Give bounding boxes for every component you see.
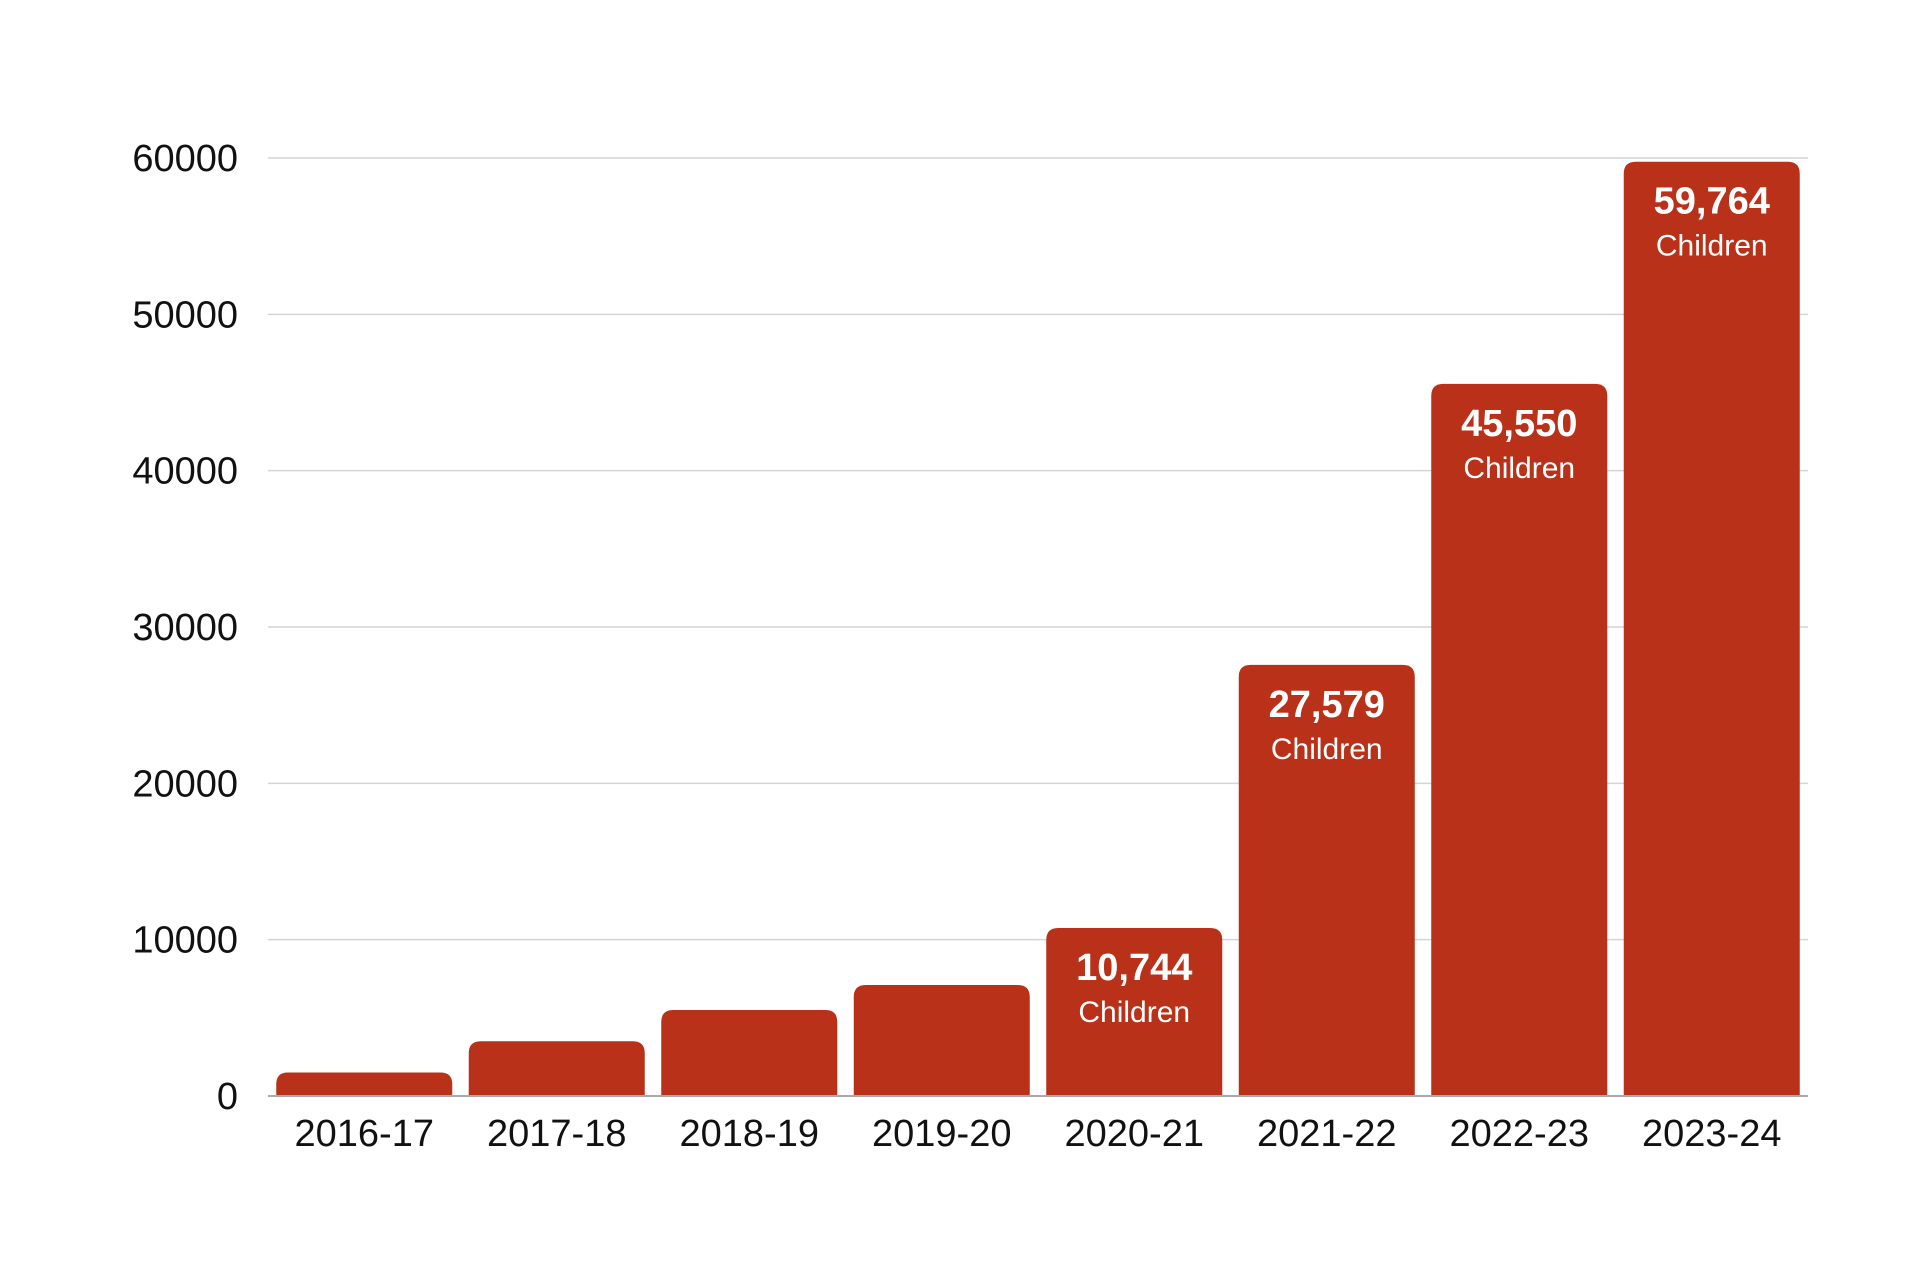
bar-2021-22 [1238, 664, 1415, 1096]
x-tick-label: 2023-24 [1642, 1113, 1781, 1155]
x-tick-label: 2020-21 [1065, 1113, 1204, 1155]
x-tick-label: 2022-23 [1450, 1113, 1589, 1155]
bar-unit-label: Children [1463, 452, 1575, 485]
y-tick-label: 60000 [132, 138, 238, 180]
x-axis-ticks: 2016-17 2017-18 2018-19 2019-20 2020-21 2021-… [295, 1113, 1782, 1155]
bar-value-label: 27,579 [1269, 684, 1385, 726]
x-tick-label: 2018-19 [680, 1113, 819, 1155]
bar-unit-label: Children [1271, 733, 1383, 766]
bar-2023-24 [1623, 161, 1800, 1097]
bar-value-label: 10,744 [1076, 947, 1192, 989]
y-tick-label: 10000 [132, 920, 238, 962]
y-tick-label: 40000 [132, 451, 238, 493]
bar-2019-20 [853, 985, 1030, 1096]
bar-unit-label: Children [1656, 230, 1768, 263]
x-tick-label: 2021-22 [1257, 1113, 1396, 1155]
bar-value-label: 59,764 [1654, 181, 1770, 223]
bar-2018-19 [661, 1010, 838, 1096]
bar-2016-17 [276, 1072, 453, 1096]
bars [276, 161, 1800, 1097]
bar-2017-18 [468, 1041, 645, 1096]
data-labels: 10,744 Children 27,579 Children 45,550 Childr… [1076, 181, 1770, 1029]
bar-2022-23 [1431, 383, 1608, 1096]
y-tick-label: 50000 [132, 294, 238, 336]
y-tick-label: 20000 [132, 763, 238, 805]
bar-unit-label: Children [1078, 996, 1190, 1029]
y-tick-label: 30000 [132, 607, 238, 649]
x-tick-label: 2019-20 [872, 1113, 1011, 1155]
bar-value-label: 45,550 [1461, 403, 1577, 445]
y-tick-label: 0 [217, 1076, 238, 1118]
y-axis-ticks: 0 10000 20000 30000 40000 50000 60000 [132, 138, 238, 1118]
x-tick-label: 2017-18 [487, 1113, 626, 1155]
x-tick-label: 2016-17 [295, 1113, 434, 1155]
bar-2020-21 [1046, 928, 1223, 1096]
